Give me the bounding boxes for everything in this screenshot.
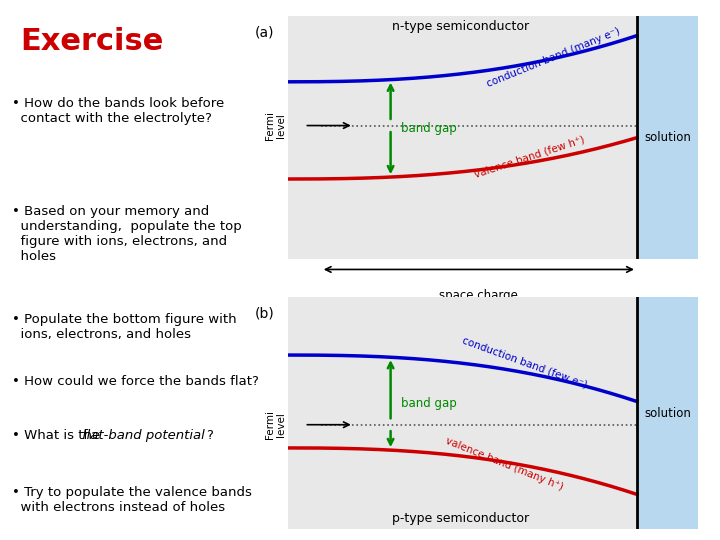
Text: solution: solution xyxy=(644,407,691,420)
Bar xyxy=(636,297,698,529)
Text: Fermi
level: Fermi level xyxy=(265,111,287,140)
Text: conduction band (few e⁻): conduction band (few e⁻) xyxy=(460,335,588,389)
Bar xyxy=(288,16,636,259)
Text: (b): (b) xyxy=(255,306,275,320)
Text: ?: ? xyxy=(206,429,213,442)
Text: n-type semiconductor: n-type semiconductor xyxy=(392,20,529,33)
Bar xyxy=(288,297,636,529)
Text: (a): (a) xyxy=(255,26,274,40)
Bar xyxy=(636,16,698,259)
Text: p-type semiconductor: p-type semiconductor xyxy=(392,511,529,524)
Text: space charge
region: space charge region xyxy=(439,289,518,317)
Text: conduction band (many e⁻): conduction band (many e⁻) xyxy=(485,26,621,89)
Text: Exercise: Exercise xyxy=(20,27,163,56)
Text: Fermi
level: Fermi level xyxy=(265,410,287,439)
Text: • Populate the bottom figure with
  ions, electrons, and holes: • Populate the bottom figure with ions, … xyxy=(12,313,236,341)
Text: • Try to populate the valence bands
  with electrons instead of holes: • Try to populate the valence bands with… xyxy=(12,486,251,514)
Text: • How could we force the bands flat?: • How could we force the bands flat? xyxy=(12,375,258,388)
Text: band gap: band gap xyxy=(401,122,456,135)
Text: valence band (few h⁺): valence band (few h⁺) xyxy=(473,134,585,180)
Text: • Based on your memory and
  understanding,  populate the top
  figure with ions: • Based on your memory and understanding… xyxy=(12,205,241,263)
Text: solution: solution xyxy=(644,131,691,144)
Text: • How do the bands look before
  contact with the electrolyte?: • How do the bands look before contact w… xyxy=(12,97,224,125)
Text: • What is the: • What is the xyxy=(12,429,104,442)
Text: band gap: band gap xyxy=(401,397,456,410)
Text: flat-band potential: flat-band potential xyxy=(82,429,204,442)
Text: valence band (many h⁺): valence band (many h⁺) xyxy=(444,436,564,492)
